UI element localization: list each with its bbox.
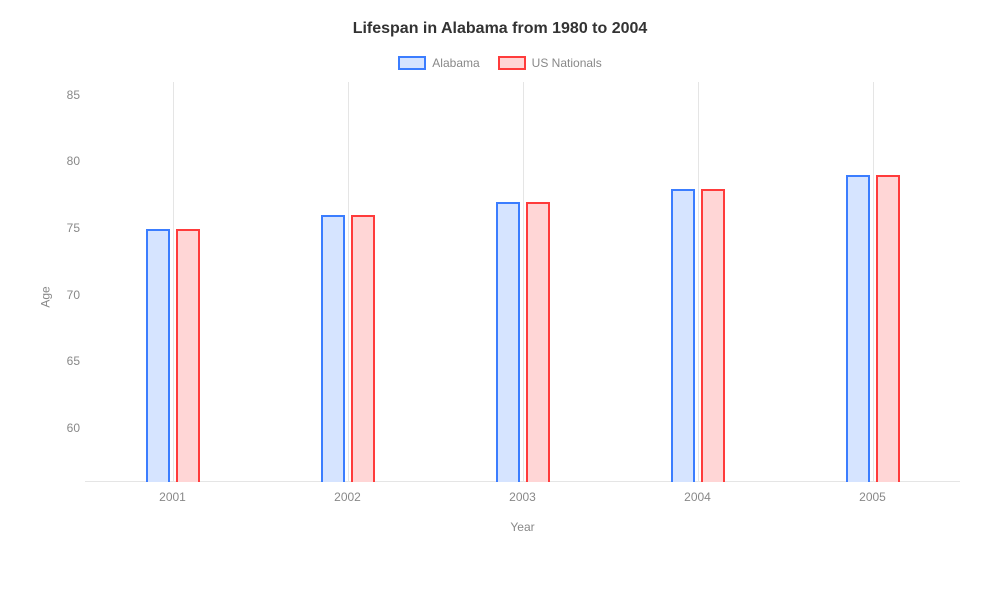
- y-axis: 60 65 70 75 80 85: [45, 82, 80, 482]
- x-tick: 2003: [509, 490, 536, 504]
- y-tick: 70: [45, 288, 80, 302]
- y-tick: 65: [45, 354, 80, 368]
- bar-group: [671, 189, 725, 482]
- bar[interactable]: [526, 202, 550, 482]
- x-axis: Year 20012002200320042005: [85, 482, 960, 512]
- bar-group: [321, 215, 375, 482]
- bar[interactable]: [496, 202, 520, 482]
- bar[interactable]: [176, 229, 200, 482]
- chart-title: Lifespan in Alabama from 1980 to 2004: [30, 20, 970, 38]
- x-axis-label: Year: [510, 520, 534, 534]
- chart-container: Lifespan in Alabama from 1980 to 2004 Al…: [0, 0, 1000, 600]
- bar[interactable]: [146, 229, 170, 482]
- bar-group: [146, 229, 200, 482]
- bar[interactable]: [671, 189, 695, 482]
- bars-layer: [85, 82, 960, 482]
- legend-swatch-us-nationals: [498, 56, 526, 70]
- y-tick: 75: [45, 221, 80, 235]
- legend: Alabama US Nationals: [30, 56, 970, 70]
- bar[interactable]: [846, 175, 870, 482]
- legend-swatch-alabama: [398, 56, 426, 70]
- legend-label-alabama: Alabama: [432, 56, 479, 70]
- plot-area: Age 606570758085 Year 200120022003200420…: [85, 82, 960, 512]
- legend-item-us-nationals[interactable]: US Nationals: [498, 56, 602, 70]
- bar[interactable]: [351, 215, 375, 482]
- y-tick: 85: [45, 88, 80, 102]
- bar-group: [496, 202, 550, 482]
- x-tick: 2001: [159, 490, 186, 504]
- bar[interactable]: [701, 189, 725, 482]
- x-tick: 2002: [334, 490, 361, 504]
- legend-item-alabama[interactable]: Alabama: [398, 56, 479, 70]
- legend-label-us-nationals: US Nationals: [532, 56, 602, 70]
- y-tick: 80: [45, 154, 80, 168]
- y-tick: 60: [45, 421, 80, 435]
- bar[interactable]: [876, 175, 900, 482]
- bar[interactable]: [321, 215, 345, 482]
- x-tick: 2005: [859, 490, 886, 504]
- bar-group: [846, 175, 900, 482]
- x-tick: 2004: [684, 490, 711, 504]
